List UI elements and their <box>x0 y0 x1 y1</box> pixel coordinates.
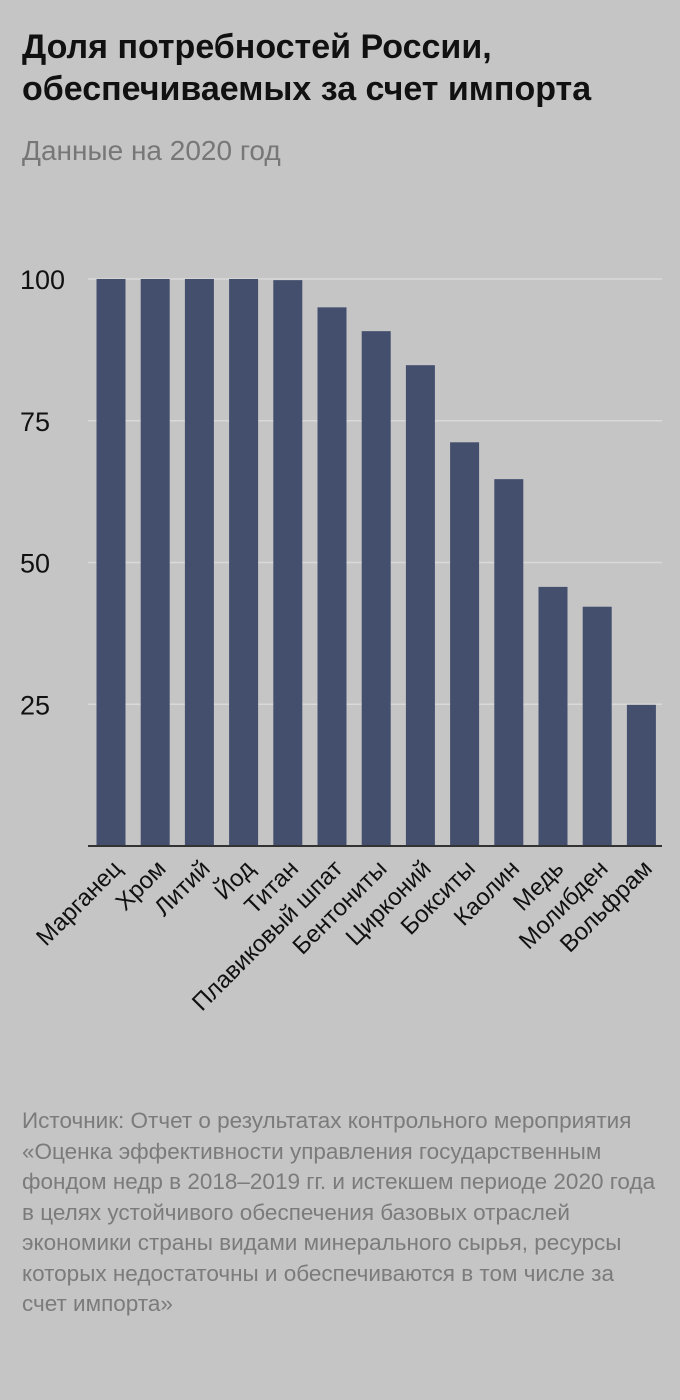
bar-1 <box>96 279 126 846</box>
bar-10 <box>494 479 524 846</box>
chart-title: Доля потребностей России, обеспечиваемых… <box>22 28 592 108</box>
bar-12 <box>582 606 612 846</box>
bar-4 <box>229 279 259 846</box>
y-tick-label: 75 <box>20 407 50 437</box>
bar-3 <box>184 279 214 846</box>
bar-11 <box>538 586 568 846</box>
y-tick-label: 50 <box>20 549 50 579</box>
bar-chart: 25 50 75 100 МарганецХромЛитийЙодТитанПлави… <box>20 265 662 1016</box>
x-tick-label: Марганец <box>31 855 127 951</box>
bar-13 <box>626 704 656 846</box>
bar-7 <box>361 331 391 846</box>
y-tick-labels: 25 50 75 100 <box>20 265 65 720</box>
bars <box>88 279 662 847</box>
chart-subtitle: Данные на 2020 год <box>22 135 281 166</box>
bar-8 <box>405 365 435 846</box>
source-note: Источник: Отчет о результатах контрольно… <box>22 1108 656 1316</box>
bar-9 <box>450 442 480 846</box>
y-tick-label: 25 <box>20 690 50 720</box>
bar-5 <box>273 280 303 846</box>
bar-2 <box>140 279 170 846</box>
y-tick-label: 100 <box>20 265 65 295</box>
bar-6 <box>317 307 347 847</box>
